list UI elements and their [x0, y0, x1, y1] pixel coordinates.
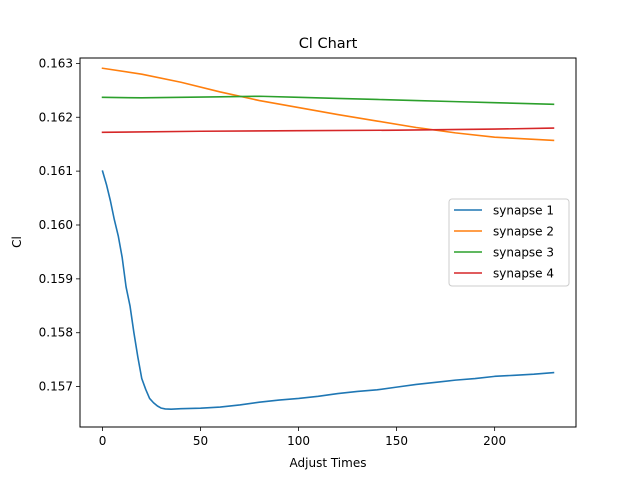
chart-title: Cl Chart	[299, 36, 358, 52]
series-line-3	[101, 95, 555, 106]
y-tick-label: 0.159	[39, 272, 73, 286]
legend-label-4: synapse 4	[493, 267, 554, 281]
series-line-2	[101, 67, 555, 142]
legend-frame	[448, 198, 570, 287]
x-axis-title: Adjust Times	[290, 456, 367, 470]
y-tick-label: 0.163	[39, 56, 73, 70]
series-line-4	[101, 127, 555, 134]
y-tick-label: 0.161	[39, 164, 73, 178]
legend-label-3: synapse 3	[493, 246, 554, 260]
x-tick-label: 150	[385, 434, 408, 448]
x-tick-label: 100	[287, 434, 310, 448]
x-tick-label: 50	[193, 434, 208, 448]
y-tick-label: 0.158	[39, 326, 73, 340]
y-tick-label: 0.162	[39, 110, 73, 124]
series-line-1	[101, 170, 555, 411]
x-tick-label: 0	[99, 434, 107, 448]
legend-label-2: synapse 2	[493, 225, 554, 239]
y-axis-ticks: 0.157 0.158 0.159 0.160 0.161 0.162 0.163	[39, 56, 80, 394]
legend-label-1: synapse 1	[493, 204, 554, 218]
y-tick-label: 0.160	[39, 218, 73, 232]
plot-lines	[101, 67, 555, 411]
plot-area-frame	[79, 57, 577, 428]
x-tick-label: 200	[483, 434, 506, 448]
y-tick-label: 0.157	[39, 380, 73, 394]
x-axis-ticks: 0 50 100 150 200	[99, 427, 506, 448]
legend: synapse 1 synapse 2 synapse 3 synapse 4	[448, 198, 570, 287]
y-axis-title: Cl	[10, 236, 24, 248]
